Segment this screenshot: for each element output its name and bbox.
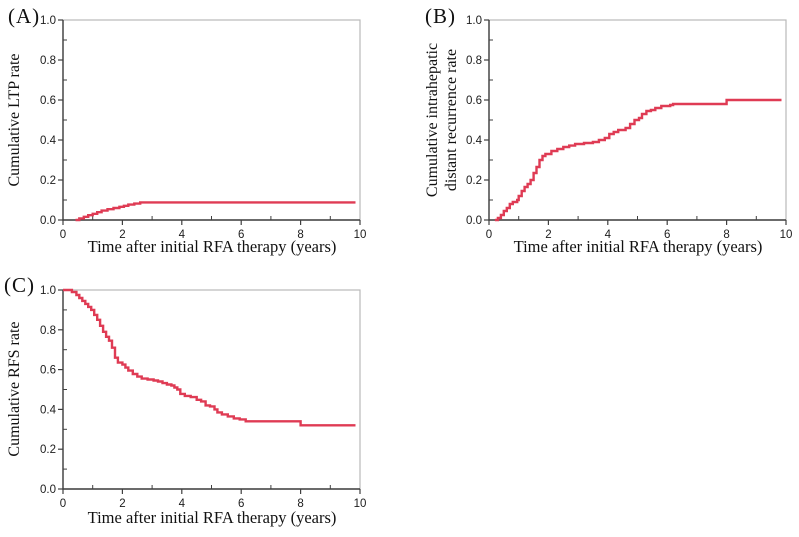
svg-text:0.8: 0.8 (40, 325, 56, 337)
svg-text:0.2: 0.2 (40, 175, 56, 187)
svg-text:2: 2 (545, 229, 551, 241)
panel-c: (C) Cumulative RFS rate 0.0 0.2 0.4 0.6 0.8 1… (0, 265, 400, 537)
svg-text:6: 6 (664, 229, 670, 241)
panel-b-plot: 0.0 0.2 0.4 0.6 0.8 1.0 0 2 4 6 8 10 (466, 15, 793, 241)
svg-text:2: 2 (119, 498, 125, 510)
svg-text:0.8: 0.8 (466, 55, 482, 67)
svg-text:0.0: 0.0 (40, 484, 56, 496)
svg-text:1.0: 1.0 (40, 15, 56, 27)
panel-c-letter: (C) (4, 273, 35, 297)
panel-b: (B) Cumulative intrahepatic distant recu… (400, 0, 799, 263)
svg-text:0.4: 0.4 (466, 135, 483, 147)
svg-text:8: 8 (297, 229, 303, 241)
svg-text:6: 6 (238, 229, 244, 241)
svg-text:0.6: 0.6 (40, 95, 56, 107)
svg-text:0: 0 (486, 229, 492, 241)
svg-text:10: 10 (354, 229, 367, 241)
svg-text:0.0: 0.0 (40, 215, 56, 227)
svg-text:0.4: 0.4 (40, 404, 57, 416)
panel-a-plot: 0.0 0.2 0.4 0.6 0.8 1.0 0 2 4 6 8 10 (40, 15, 367, 241)
svg-text:0.8: 0.8 (40, 55, 56, 67)
svg-text:0: 0 (60, 498, 66, 510)
panel-b-letter: (B) (425, 4, 456, 28)
svg-text:8: 8 (723, 229, 729, 241)
panel-a-letter: (A) (8, 4, 41, 28)
panel-c-plot: 0.0 0.2 0.4 0.6 0.8 1.0 0 2 4 6 8 10 (40, 285, 367, 510)
svg-text:0.4: 0.4 (40, 135, 57, 147)
svg-text:0.0: 0.0 (466, 215, 482, 227)
svg-text:1.0: 1.0 (40, 285, 56, 297)
svg-text:0.2: 0.2 (40, 444, 56, 456)
svg-text:6: 6 (238, 498, 244, 510)
svg-text:8: 8 (297, 498, 303, 510)
svg-text:4: 4 (179, 498, 186, 510)
svg-text:0.6: 0.6 (466, 95, 482, 107)
svg-text:10: 10 (780, 229, 793, 241)
svg-text:0.6: 0.6 (40, 365, 56, 377)
panel-c-x-axis-title: Time after initial RFA therapy (years) (87, 508, 337, 527)
svg-text:10: 10 (354, 498, 367, 510)
svg-text:4: 4 (605, 229, 612, 241)
svg-text:4: 4 (179, 229, 186, 241)
svg-text:2: 2 (119, 229, 125, 241)
panel-a: (A) Cumulative LTP rate 0.0 0.2 0.4 0.6 0.8 1… (0, 0, 400, 263)
panel-a-x-axis-title: Time after initial RFA therapy (years) (87, 237, 337, 256)
svg-text:1.0: 1.0 (466, 15, 482, 27)
svg-text:0: 0 (60, 229, 66, 241)
panel-b-x-axis-title: Time after initial RFA therapy (years) (513, 237, 763, 256)
svg-text:0.2: 0.2 (466, 175, 482, 187)
